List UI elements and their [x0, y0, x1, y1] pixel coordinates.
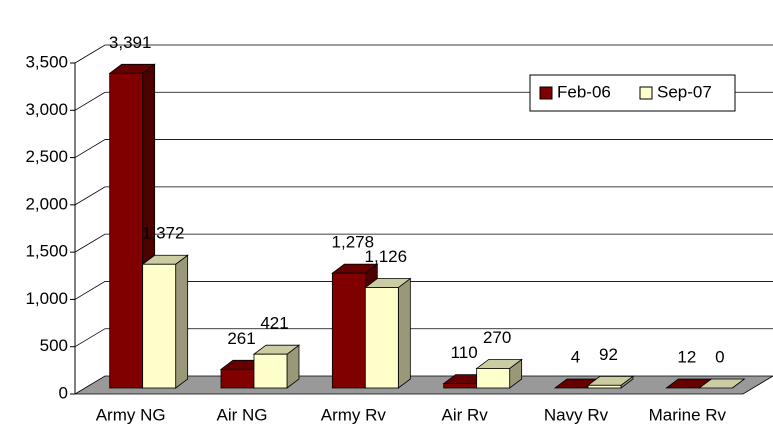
legend	[529, 74, 736, 112]
grid-line	[74, 139, 773, 158]
bar	[142, 263, 177, 389]
value-label: 421	[260, 314, 288, 333]
legend-label: Sep-07	[657, 82, 712, 101]
y-tick-label: 1,500	[25, 242, 68, 261]
y-tick-label: 500	[40, 336, 68, 355]
value-label: 261	[227, 329, 255, 348]
y-tick-label: 0	[59, 383, 68, 402]
y-tick-label: 3,500	[25, 52, 68, 71]
x-tick-label: Air Rv	[442, 405, 489, 424]
grid-line	[74, 281, 773, 300]
x-tick-label: Marine Rv	[649, 405, 727, 424]
bar	[364, 287, 399, 389]
bar	[443, 383, 478, 389]
value-label: 3,391	[109, 33, 152, 52]
bar-top	[698, 378, 746, 389]
bar	[109, 72, 144, 389]
grid-line	[74, 186, 773, 206]
y-tick-label: 1,000	[25, 289, 68, 308]
grid-line	[74, 328, 773, 348]
bar	[253, 353, 288, 389]
y-tick-label: 2,000	[25, 194, 68, 213]
value-label: 12	[677, 347, 696, 366]
bar	[476, 368, 511, 389]
value-label: 1,372	[142, 224, 185, 243]
value-label: 92	[599, 345, 618, 364]
bar	[331, 272, 366, 389]
bar	[220, 368, 255, 389]
bar	[587, 384, 622, 389]
grid-line	[74, 233, 773, 253]
x-tick-label: Air NG	[217, 405, 268, 424]
legend-label: Feb-06	[557, 82, 611, 101]
legend-swatch	[639, 86, 653, 100]
value-label: 270	[483, 328, 511, 347]
value-label: 1,278	[332, 233, 375, 252]
x-tick-label: Navy Rv	[544, 405, 609, 424]
bar-side	[175, 254, 189, 389]
x-tick-label: Army NG	[96, 405, 166, 424]
x-tick-label: Army Rv	[321, 405, 387, 424]
value-label: 4	[571, 347, 580, 366]
value-label: 110	[451, 343, 478, 362]
legend-swatch	[539, 86, 553, 100]
bar-side	[397, 277, 411, 389]
value-label: 1,126	[365, 247, 408, 266]
y-tick-label: 3,000	[25, 100, 68, 119]
y-tick-label: 2,500	[25, 147, 68, 166]
value-label: 0	[715, 347, 724, 366]
grid-line	[74, 44, 773, 64]
